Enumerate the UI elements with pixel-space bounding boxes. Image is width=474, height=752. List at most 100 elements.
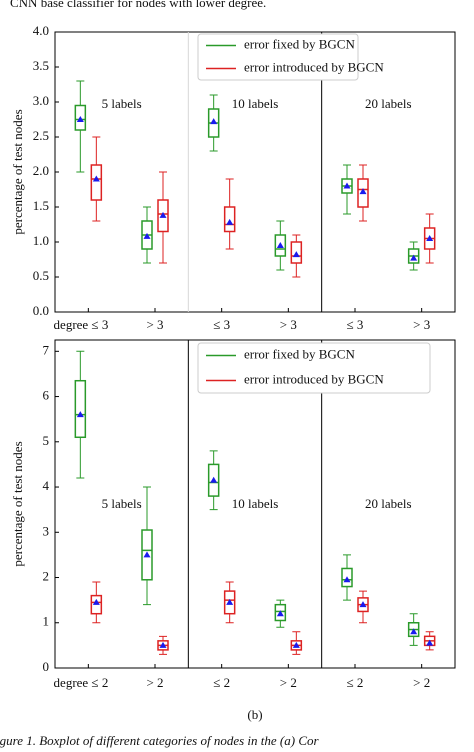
whisker-high [343, 164, 351, 179]
caption: igure 1. Boxplot of different categories… [0, 733, 319, 748]
whisker-high [92, 136, 101, 165]
y-axis-label: percentage of test nodes [10, 441, 25, 566]
whisker-high [92, 581, 101, 596]
box [141, 529, 153, 581]
whisker-high [425, 631, 434, 637]
box [207, 463, 220, 497]
legend-label: error introduced by BGCN [244, 371, 384, 386]
box [223, 590, 236, 615]
whisker-low [143, 579, 151, 606]
y-tick-label: 0.0 [33, 303, 49, 318]
whisker-high [225, 178, 234, 207]
whisker-high [276, 220, 285, 235]
x-tick-label: > 3 [413, 317, 430, 332]
whisker-high [159, 635, 167, 641]
mean-marker [276, 610, 284, 617]
whisker-high [143, 206, 151, 221]
whisker-high [276, 599, 285, 605]
legend-frame [197, 342, 431, 394]
group-label: 10 labels [232, 496, 279, 511]
box [341, 567, 353, 588]
whisker-high [359, 590, 367, 598]
y-tick-label: 3 [43, 523, 50, 538]
mean-marker [92, 175, 100, 182]
y-tick-label: 5 [43, 433, 50, 448]
y-tick-label: 3.5 [33, 58, 49, 73]
whisker-low [425, 645, 434, 651]
whisker-high [409, 613, 418, 623]
whisker-low [225, 231, 234, 250]
whisker-low [343, 586, 351, 601]
whisker-high [425, 213, 434, 228]
whisker-low [292, 263, 301, 278]
y-tick-label: 1.5 [33, 198, 49, 213]
whisker-high [159, 171, 167, 200]
mean-marker [276, 242, 284, 248]
mean-marker [159, 641, 167, 648]
mean-marker [343, 182, 351, 189]
whisker-high [343, 554, 351, 569]
whisker-low [209, 137, 218, 152]
y-tick-label: 1.0 [33, 233, 49, 248]
mean-marker [210, 476, 218, 483]
whisker-high [209, 450, 218, 465]
whisker-low [225, 613, 234, 624]
x-tick-label: degree ≤ 3 [54, 317, 109, 332]
x-tick-label: ≤ 2 [213, 675, 230, 690]
x-tick-label: degree ≤ 2 [54, 675, 109, 690]
y-tick-label: 2.0 [33, 163, 49, 178]
mean-marker [426, 235, 434, 241]
whisker-low [409, 263, 418, 271]
whisker-high [143, 486, 151, 531]
mean-marker [226, 598, 234, 605]
mean-marker [410, 254, 418, 261]
box [90, 594, 103, 615]
whisker-low [159, 649, 167, 655]
y-tick-label: 2 [43, 569, 50, 584]
y-tick-label: 7 [43, 342, 50, 357]
x-tick-label: > 2 [146, 675, 163, 690]
whisker-low [92, 200, 101, 222]
plot-frame [54, 339, 456, 669]
box [290, 241, 303, 264]
x-tick-label: ≤ 3 [213, 317, 230, 332]
whisker-low [92, 613, 101, 624]
group-label: 20 labels [365, 96, 412, 111]
legend-label: error fixed by BGCN [244, 36, 355, 51]
box [90, 164, 103, 201]
group-label: 5 labels [102, 96, 142, 111]
mean-marker [359, 601, 367, 608]
y-tick-label: 4.0 [33, 23, 49, 38]
whisker-high [359, 164, 367, 179]
mean-marker [76, 116, 84, 122]
x-tick-label: > 3 [146, 317, 163, 332]
sub-label: (b) [247, 707, 262, 722]
box [74, 104, 87, 131]
group-label: 10 labels [232, 96, 279, 111]
whisker-low [276, 256, 285, 271]
whisker-low [209, 496, 218, 511]
box [274, 234, 287, 257]
whisker-low [425, 249, 434, 264]
x-tick-label: ≤ 3 [347, 317, 364, 332]
mean-marker [159, 211, 167, 218]
box [223, 206, 236, 233]
y-tick-label: 3.0 [33, 93, 49, 108]
box [157, 199, 169, 233]
whisker-high [209, 94, 218, 109]
whisker-low [409, 636, 418, 646]
whisker-high [292, 631, 301, 641]
mean-marker [143, 232, 151, 239]
whisker-low [276, 620, 285, 628]
whisker-high [292, 234, 301, 242]
whisker-low [359, 611, 367, 624]
box [274, 603, 287, 622]
mean-marker [359, 188, 367, 195]
mean-marker [92, 598, 100, 605]
y-tick-label: 2.5 [33, 128, 49, 143]
group-label: 20 labels [365, 496, 412, 511]
y-tick-label: 4 [43, 478, 50, 493]
mean-marker [76, 411, 84, 418]
whisker-high [76, 80, 85, 106]
y-tick-label: 0.5 [33, 268, 49, 283]
